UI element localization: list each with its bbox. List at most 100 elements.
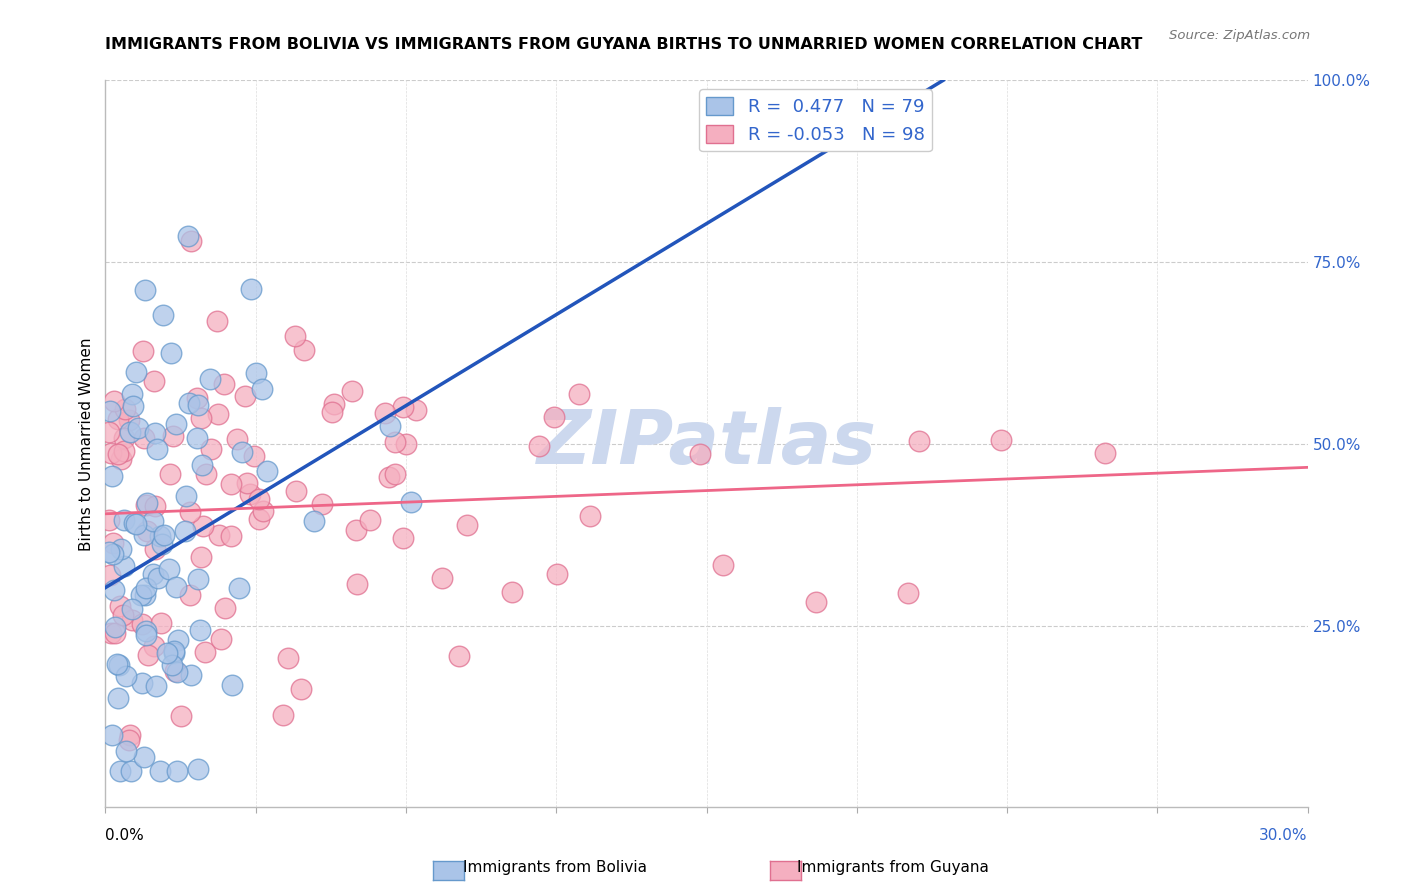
Point [100, 468, 122, 483]
Point [121, 387, 143, 401]
Point [186, 431, 208, 445]
Point [107, 412, 129, 426]
Point [247, 512, 270, 526]
Point [806, 595, 828, 609]
Point [711, 558, 734, 573]
Point [179, 588, 201, 602]
Point [529, 439, 551, 453]
Point [98, 425, 121, 439]
Point [135, 628, 157, 642]
Point [219, 529, 242, 543]
Point [191, 518, 214, 533]
Point [121, 601, 143, 615]
Point [235, 476, 257, 491]
Point [107, 691, 129, 706]
Point [100, 446, 122, 460]
Point [150, 615, 173, 630]
Point [344, 523, 367, 537]
Point [449, 648, 471, 663]
Point [108, 658, 131, 673]
Point [122, 516, 145, 531]
Point [103, 583, 125, 598]
Point [112, 513, 135, 527]
Point [194, 467, 217, 481]
Point [188, 623, 211, 637]
Y-axis label: Births to Unmarried Women: Births to Unmarried Women [79, 337, 94, 550]
Point [897, 586, 920, 600]
Point [103, 536, 125, 550]
Point [142, 514, 165, 528]
Point [245, 367, 267, 381]
Point [104, 620, 127, 634]
Point [284, 329, 307, 343]
Point [110, 599, 132, 614]
Text: Immigrants from Bolivia: Immigrants from Bolivia [464, 860, 647, 874]
Text: 30.0%: 30.0% [1260, 829, 1308, 843]
Point [302, 514, 325, 528]
Point [114, 402, 136, 417]
Point [405, 403, 427, 417]
Text: Source: ZipAtlas.com: Source: ZipAtlas.com [1170, 29, 1310, 42]
Point [118, 413, 141, 427]
Point [165, 580, 187, 594]
Point [340, 384, 363, 398]
Point [179, 506, 201, 520]
Point [239, 282, 262, 296]
Point [153, 528, 176, 542]
Point [180, 235, 202, 249]
Point [252, 504, 274, 518]
Point [103, 626, 125, 640]
Point [143, 541, 166, 556]
Point [546, 566, 568, 581]
Point [247, 491, 270, 506]
Point [384, 467, 406, 482]
Point [190, 411, 212, 425]
Point [256, 464, 278, 478]
Point [162, 428, 184, 442]
Point [200, 442, 222, 457]
Point [689, 447, 711, 461]
Point [98, 404, 121, 418]
Point [131, 616, 153, 631]
Point [149, 528, 172, 542]
Point [271, 708, 294, 723]
Point [501, 585, 523, 599]
Point [579, 508, 602, 523]
Point [143, 425, 166, 440]
Point [135, 624, 157, 638]
Point [107, 657, 129, 672]
Point [98, 568, 121, 582]
Point [321, 405, 343, 419]
Point [134, 588, 156, 602]
Point [143, 374, 166, 388]
Point [166, 764, 188, 778]
Point [908, 434, 931, 448]
Point [135, 582, 157, 596]
Point [163, 643, 186, 657]
Point [114, 744, 136, 758]
Point [112, 444, 135, 458]
Point [1094, 446, 1116, 460]
Point [239, 486, 262, 500]
Point [243, 449, 266, 463]
Point [136, 524, 159, 538]
Legend: R =  0.477   N = 79, R = -0.053   N = 98: R = 0.477 N = 79, R = -0.053 N = 98 [699, 89, 932, 152]
Point [131, 588, 153, 602]
Point [122, 400, 145, 414]
Point [120, 728, 142, 742]
Point [432, 571, 454, 585]
Point [111, 608, 134, 623]
Point [159, 346, 181, 360]
Point [170, 708, 193, 723]
Point [228, 582, 250, 596]
Point [277, 651, 299, 665]
Point [136, 648, 159, 662]
Point [209, 632, 232, 646]
Point [103, 394, 125, 409]
Point [118, 425, 141, 439]
Point [285, 484, 308, 499]
Text: ZIPatlas: ZIPatlas [537, 408, 876, 480]
Point [177, 396, 200, 410]
Point [152, 308, 174, 322]
Point [118, 732, 141, 747]
